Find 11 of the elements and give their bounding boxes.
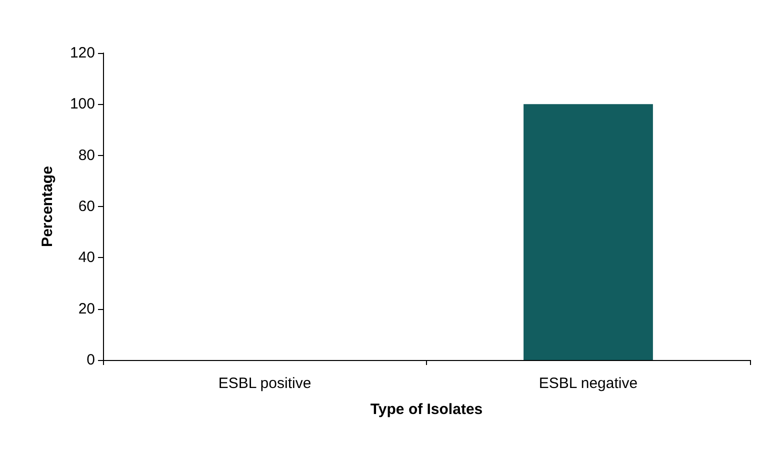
y-tick-label: 100 [70,96,95,113]
x-tick-label: ESBL positive [218,375,312,392]
y-tick-label: 0 [86,352,95,368]
y-tick-label: 40 [78,249,95,266]
y-tick-label: 80 [78,146,95,164]
x-tick-label: ESBL negative [538,375,638,392]
y-axis-title: Percentage [39,166,56,247]
x-axis-title: Type of Isolates [370,401,483,418]
y-tick-label: 20 [78,300,95,318]
y-tick-label: 60 [78,198,95,215]
y-tick-label: 120 [70,44,95,62]
